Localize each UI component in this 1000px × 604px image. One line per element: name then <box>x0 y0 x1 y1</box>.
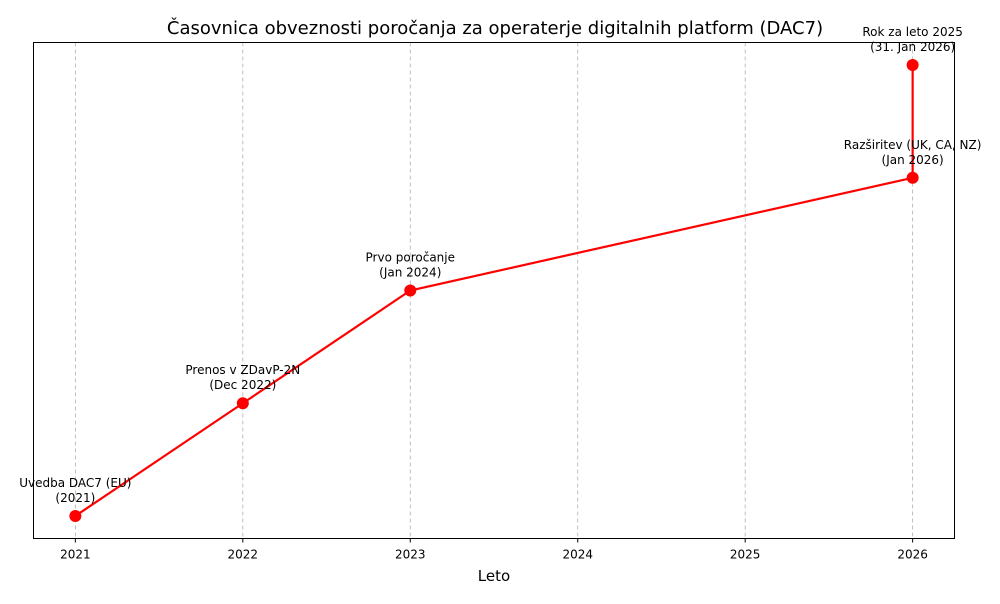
point-annotation: (2021) <box>55 491 95 505</box>
plot-frame <box>33 42 955 539</box>
series-line <box>74 65 914 517</box>
x-tick-label: 2024 <box>562 548 593 562</box>
data-point <box>906 171 919 184</box>
data-point <box>404 284 417 297</box>
point-annotation: (31. Jan 2026) <box>870 40 955 54</box>
point-annotation: Uvedba DAC7 (EU) <box>19 476 131 490</box>
x-tick-label: 2023 <box>395 548 426 562</box>
data-point <box>906 59 919 72</box>
x-axis-label: Leto <box>478 567 510 585</box>
point-annotation: Prenos v ZDavP-2N <box>185 363 300 377</box>
x-tick-label: 2022 <box>228 548 259 562</box>
data-point <box>236 397 249 410</box>
point-annotation: Prvo poročanje <box>366 251 455 265</box>
data-point <box>69 509 82 522</box>
point-annotation: Rok za leto 2025 <box>862 25 963 39</box>
point-annotation: (Dec 2022) <box>209 378 276 392</box>
point-annotation: (Jan 2026) <box>882 153 944 167</box>
point-annotation: Razširitev (UK, CA, NZ) <box>844 138 982 152</box>
chart-title: Časovnica obveznosti poročanja za operat… <box>167 17 823 39</box>
point-annotation: (Jan 2024) <box>379 266 441 280</box>
x-tick-label: 2021 <box>60 548 91 562</box>
x-tick-label: 2025 <box>730 548 761 562</box>
x-tick-label: 2026 <box>897 548 928 562</box>
